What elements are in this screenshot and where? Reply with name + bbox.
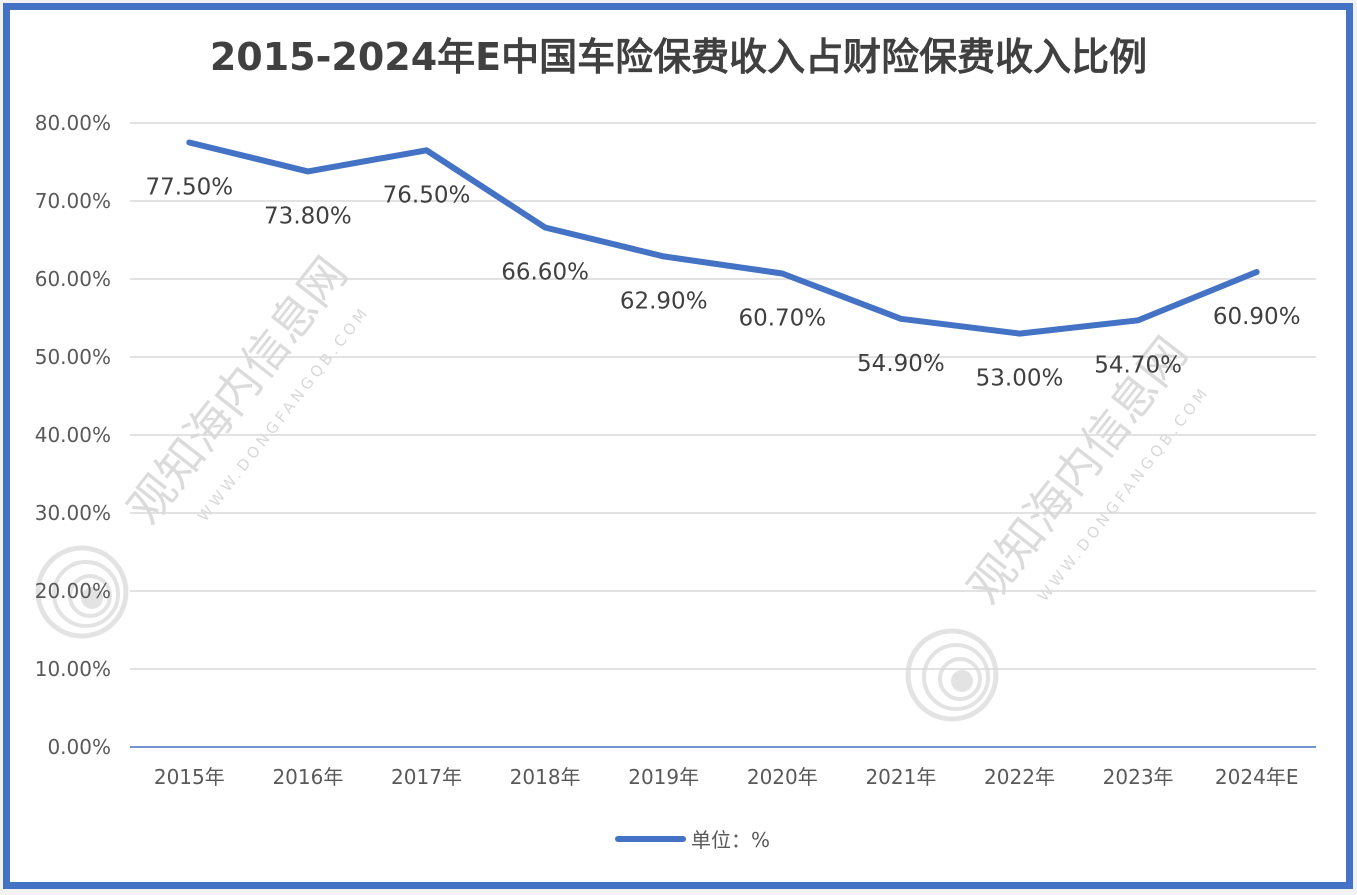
data-label: 54.90%: [857, 351, 945, 377]
watermark-logo-icon: [35, 545, 129, 639]
data-label: 73.80%: [264, 203, 352, 229]
y-tick-label: 70.00%: [35, 189, 111, 213]
x-tick-label: 2022年: [984, 765, 1055, 789]
y-tick-label: 20.00%: [35, 579, 111, 603]
x-tick-label: 2016年: [272, 765, 343, 789]
x-tick-label: 2020年: [747, 765, 818, 789]
y-tick-label: 60.00%: [35, 267, 111, 291]
x-tick-label: 2018年: [510, 765, 581, 789]
x-tick-label: 2023年: [1103, 765, 1174, 789]
data-label: 54.70%: [1094, 352, 1182, 378]
data-label: 62.90%: [620, 288, 708, 314]
chart-title: 2015-2024年E中国车险保费收入占财险保费收入比例: [209, 35, 1148, 79]
gridlines: [130, 122, 1316, 748]
x-tick-label: 2024年E: [1215, 765, 1299, 789]
y-tick-label: 50.00%: [35, 345, 111, 369]
legend: 单位：%: [615, 828, 770, 852]
data-label: 77.50%: [145, 175, 233, 201]
y-tick-label: 30.00%: [35, 501, 111, 525]
legend-label: 单位：%: [691, 828, 770, 852]
y-axis: 0.00% 10.00% 20.00% 30.00% 40.00% 50.00% 60.00…: [35, 111, 111, 759]
watermark-text: 观知海内信息网: [117, 247, 358, 534]
data-series: [186, 139, 1260, 337]
data-labels: 77.50% 73.80% 76.50% 66.60% 62.90% 60.70% 54.9…: [145, 175, 1300, 392]
data-label: 76.50%: [383, 182, 471, 208]
y-tick-label: 40.00%: [35, 423, 111, 447]
y-tick-label: 0.00%: [47, 735, 111, 759]
data-label: 60.90%: [1213, 304, 1301, 330]
y-tick-label: 80.00%: [35, 111, 111, 135]
x-tick-label: 2019年: [628, 765, 699, 789]
series-line: [186, 139, 1260, 337]
data-label: 66.60%: [501, 260, 589, 286]
watermark-logo-icon: [905, 628, 999, 722]
data-label: 60.70%: [738, 306, 826, 332]
data-label: 53.00%: [976, 366, 1064, 392]
x-tick-label: 2021年: [865, 765, 936, 789]
x-tick-label: 2017年: [391, 765, 462, 789]
x-axis: 2015年 2016年 2017年 2018年 2019年 2020年 2021年 2022年…: [154, 765, 1299, 789]
x-tick-label: 2015年: [154, 765, 225, 789]
y-tick-label: 10.00%: [35, 657, 111, 681]
